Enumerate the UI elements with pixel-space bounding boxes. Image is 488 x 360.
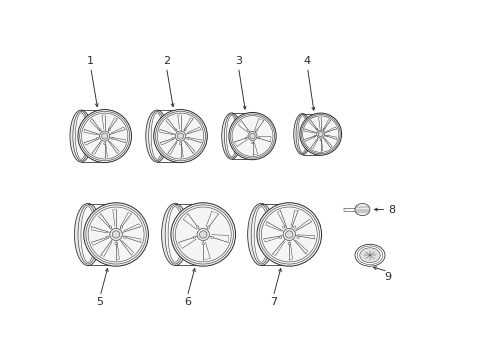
Ellipse shape [106,236,108,238]
Ellipse shape [103,143,105,145]
Ellipse shape [108,129,110,131]
Ellipse shape [78,109,131,163]
Ellipse shape [354,203,369,216]
Ellipse shape [148,111,165,161]
Ellipse shape [249,133,255,139]
Ellipse shape [115,243,117,245]
Ellipse shape [74,203,102,266]
Ellipse shape [70,110,92,162]
Ellipse shape [81,207,95,262]
Ellipse shape [151,113,163,159]
Ellipse shape [172,138,174,139]
Ellipse shape [295,114,308,154]
Ellipse shape [120,226,122,228]
Ellipse shape [251,142,253,144]
Ellipse shape [96,138,98,139]
Ellipse shape [293,113,311,155]
Ellipse shape [232,116,272,157]
Ellipse shape [153,109,207,163]
Ellipse shape [99,129,101,131]
Ellipse shape [196,226,199,228]
Ellipse shape [207,226,209,228]
Text: 2: 2 [163,56,170,66]
Ellipse shape [293,226,295,228]
Ellipse shape [221,113,241,159]
Ellipse shape [247,131,257,141]
Ellipse shape [111,138,113,139]
Ellipse shape [256,203,321,266]
Text: 7: 7 [269,297,276,307]
Ellipse shape [228,112,276,160]
Ellipse shape [254,207,268,262]
Ellipse shape [78,205,98,264]
Ellipse shape [296,236,299,238]
Ellipse shape [297,116,306,153]
Ellipse shape [359,248,379,263]
Ellipse shape [175,129,177,131]
Ellipse shape [210,236,213,238]
Ellipse shape [282,226,285,228]
Ellipse shape [73,111,89,161]
Ellipse shape [258,137,259,139]
Ellipse shape [109,226,112,228]
Ellipse shape [75,113,87,159]
Ellipse shape [186,138,188,139]
Ellipse shape [102,133,107,139]
Ellipse shape [283,228,295,240]
Ellipse shape [193,236,195,238]
Ellipse shape [177,133,183,139]
Ellipse shape [202,243,204,245]
Ellipse shape [319,139,321,141]
Ellipse shape [100,131,110,141]
Ellipse shape [123,236,126,238]
Text: 9: 9 [384,273,390,283]
Ellipse shape [255,130,257,131]
Ellipse shape [323,129,325,130]
Ellipse shape [183,129,185,131]
Text: 5: 5 [97,297,103,307]
Ellipse shape [199,231,206,238]
Ellipse shape [83,203,148,266]
Text: 6: 6 [183,297,190,307]
Ellipse shape [247,203,274,266]
Ellipse shape [162,203,188,266]
Ellipse shape [302,116,338,152]
Ellipse shape [325,135,326,137]
Text: 4: 4 [303,56,310,66]
Ellipse shape [197,228,209,240]
Text: 1: 1 [87,56,94,66]
Ellipse shape [287,243,290,245]
Ellipse shape [247,130,249,131]
Ellipse shape [88,207,144,262]
Ellipse shape [175,207,231,262]
Ellipse shape [175,131,185,141]
Ellipse shape [299,113,341,155]
Ellipse shape [157,113,203,159]
Ellipse shape [165,205,185,264]
Ellipse shape [279,236,281,238]
Ellipse shape [314,135,315,137]
Ellipse shape [244,137,246,139]
Ellipse shape [224,114,239,158]
Text: 3: 3 [235,56,242,66]
Ellipse shape [171,203,235,266]
Ellipse shape [261,207,317,262]
Ellipse shape [285,231,292,238]
Ellipse shape [112,231,120,238]
Ellipse shape [316,129,317,130]
Ellipse shape [318,132,323,136]
Ellipse shape [145,110,168,162]
Ellipse shape [168,207,182,262]
Ellipse shape [251,205,271,264]
Text: 8: 8 [387,204,394,215]
Ellipse shape [316,130,324,138]
Ellipse shape [81,113,128,159]
Ellipse shape [179,143,181,145]
Ellipse shape [110,228,122,240]
Ellipse shape [226,115,236,157]
